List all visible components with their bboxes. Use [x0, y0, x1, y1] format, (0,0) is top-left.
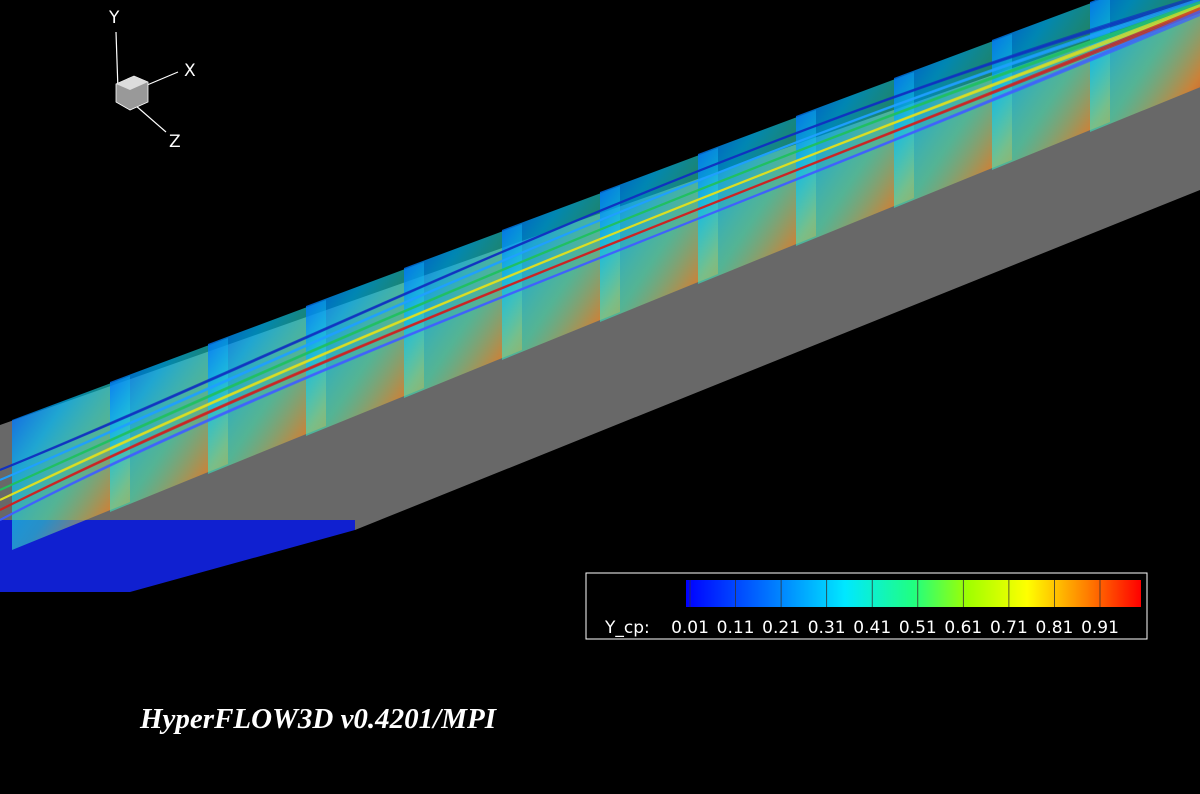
triad-cube-top [116, 76, 148, 90]
streamline [0, 10, 1200, 521]
z-axis [134, 104, 167, 133]
streamlines [0, 0, 1200, 521]
colorbar-tick-label: 0.41 [853, 618, 891, 638]
axis-triad: Y X Z [108, 8, 196, 152]
colorbar-tick-label: 0.91 [1081, 618, 1119, 638]
flow-slice [404, 224, 522, 398]
colorbar-tick-label: 0.11 [717, 618, 755, 638]
flow-slice [992, 0, 1110, 170]
footer-title: HyperFLOW3D v0.4201/MPI [139, 703, 498, 735]
axis-label: Y [108, 8, 120, 28]
colorbar-tick-label: 0.51 [899, 618, 937, 638]
legend-label: Y_cp: [604, 618, 650, 638]
axis-label: Z [169, 132, 181, 152]
flow-slice [12, 376, 130, 550]
colorbar-tick-label: 0.21 [762, 618, 800, 638]
colorbar-tick-label: 0.61 [944, 618, 982, 638]
streamline [0, 4, 1200, 501]
colorbar-tick-label: 0.31 [808, 618, 846, 638]
streamline [0, 0, 1200, 481]
colorbar-tick-label: 0.71 [990, 618, 1028, 638]
y-axis [115, 31, 119, 91]
duct-floor [0, 520, 355, 592]
streamline [0, 0, 1191, 471]
axis-label: X [184, 61, 196, 81]
colorbar-tick-label: 0.01 [671, 618, 709, 638]
streamline [0, 7, 1200, 511]
flow-slice [698, 110, 816, 284]
streamline [0, 1, 1200, 491]
flow-slice [894, 34, 1012, 208]
colorbar [686, 580, 1141, 607]
flow-slice [110, 338, 228, 512]
colorbar-tick-label: 0.81 [1036, 618, 1074, 638]
legend: Y_cp: 0.01 0.11 0.21 0.31 0.41 0.51 0.61 0.71 0.… [585, 572, 1148, 640]
flow-slice [796, 72, 914, 246]
